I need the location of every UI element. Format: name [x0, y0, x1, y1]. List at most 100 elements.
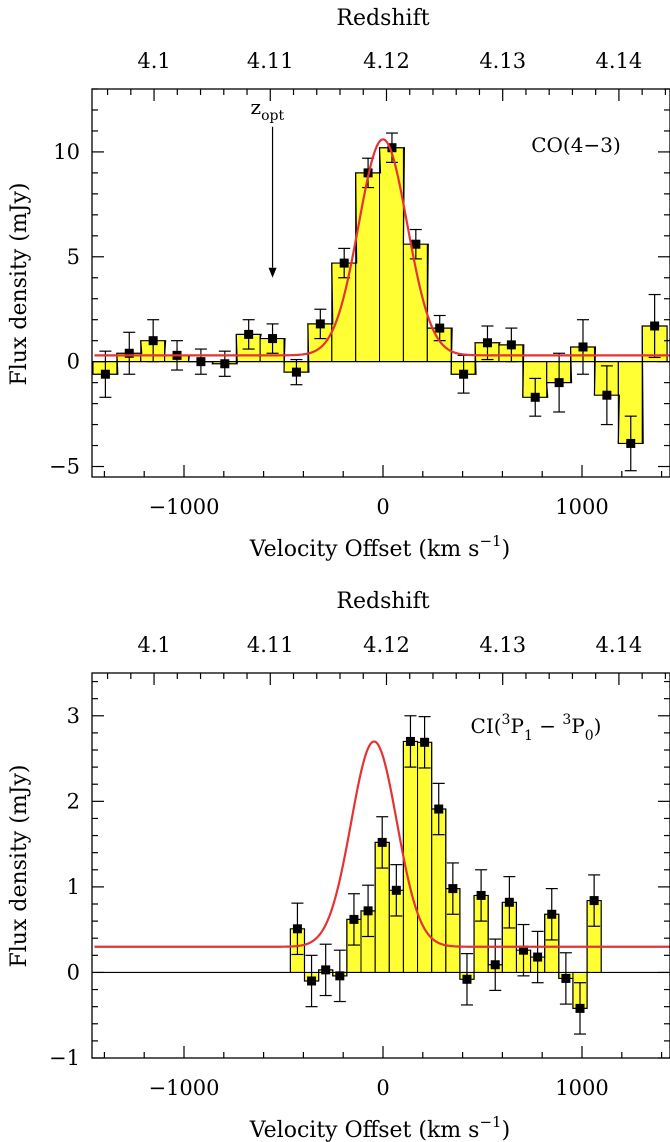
y-tick-label: 10 [53, 140, 80, 164]
x-tick-label: −1000 [148, 1076, 219, 1100]
data-point [244, 329, 254, 339]
data-point [411, 239, 421, 249]
bar [389, 890, 404, 973]
data-point [148, 336, 158, 346]
y-tick-label: 2 [67, 789, 80, 813]
top-tick-label: 4.14 [596, 633, 643, 657]
data-point [506, 340, 516, 350]
top-tick-label: 4.14 [596, 49, 643, 73]
y-tick-label: 3 [67, 704, 80, 728]
top-tick-label: 4.1 [137, 49, 170, 73]
bars [290, 741, 602, 1009]
z-opt-label: zopt [251, 95, 285, 124]
data-point [315, 319, 325, 329]
data-point [124, 348, 134, 358]
bar [417, 742, 432, 973]
y-tick-label: 5 [67, 245, 80, 269]
top-tick-label: 4.13 [479, 633, 526, 657]
data-point [387, 143, 397, 153]
data-point [339, 258, 349, 268]
data-point [349, 914, 359, 924]
data-point [307, 976, 317, 986]
top-axis-title: Redshift [336, 589, 429, 614]
y-tick-label: 0 [67, 350, 80, 374]
bar [346, 919, 362, 973]
y-tick-label: −1 [49, 1046, 80, 1070]
data-point [490, 960, 500, 970]
y-tick-label: −5 [49, 455, 80, 479]
bar [331, 263, 357, 362]
data-point [291, 367, 301, 377]
data-point [321, 965, 331, 975]
data-point [533, 952, 543, 962]
data-point [335, 971, 345, 981]
data-point [377, 837, 387, 847]
data-point [196, 357, 206, 367]
data-point [459, 369, 469, 379]
data-point [405, 736, 415, 746]
data-point [268, 334, 278, 344]
co43-panel: Redshift Velocity Offset (km s−1) Flux d… [7, 6, 670, 562]
bar [587, 900, 602, 973]
bars [92, 147, 668, 444]
top-tick-label: 4.12 [363, 49, 410, 73]
x-axis-title: Velocity Offset (km s−1) [249, 532, 510, 562]
data-point [561, 973, 571, 983]
plot-frame [91, 88, 670, 478]
gaussian-fit-line [94, 138, 670, 357]
plot-frame [91, 672, 670, 1059]
data-point [575, 1003, 585, 1013]
panel-label: CO(4−3) [531, 133, 621, 157]
data-point [578, 342, 588, 352]
bar [379, 147, 405, 362]
bar [544, 914, 559, 973]
data-point [391, 885, 401, 895]
data-point [434, 804, 444, 814]
top-tick-label: 4.12 [363, 633, 410, 657]
data-point [476, 890, 486, 900]
x-axis-title: Velocity Offset (km s−1) [249, 1113, 510, 1142]
y-axis-title: Flux density (mJy) [7, 182, 32, 385]
data-point [292, 924, 302, 934]
x-tick-label: 1000 [555, 1076, 608, 1100]
data-point [602, 390, 612, 400]
z-opt-subscript: opt [261, 108, 284, 124]
data-point [448, 884, 458, 894]
data-point [420, 737, 430, 747]
top-tick-label: 4.13 [479, 49, 526, 73]
bar [361, 910, 376, 973]
x-tick-label: −1000 [148, 495, 219, 519]
bar [375, 842, 390, 973]
ci-panel: Redshift Velocity Offset (km s−1) Flux d… [7, 589, 670, 1142]
data-point [530, 392, 540, 402]
data-point [547, 909, 557, 919]
top-axis-title: Redshift [336, 6, 429, 31]
x-tick-label: 0 [376, 495, 389, 519]
x-tick-label: 1000 [555, 495, 608, 519]
top-tick-label: 4.11 [247, 633, 294, 657]
panel-label: CI(3P1 − 3P0) [471, 712, 602, 744]
y-tick-label: 0 [67, 960, 80, 984]
data-point [626, 438, 636, 448]
data-point [482, 338, 492, 348]
bar [431, 809, 446, 973]
bar [403, 741, 418, 973]
data-point [462, 974, 472, 984]
data-point [554, 378, 564, 388]
bar [474, 895, 489, 973]
data-point [650, 321, 660, 331]
y-tick-label: 1 [67, 875, 80, 899]
data-point [589, 896, 599, 906]
x-tick-label: 0 [376, 1076, 389, 1100]
bar [445, 888, 460, 973]
data-point [220, 359, 230, 369]
bar [355, 172, 381, 362]
data-point [504, 897, 514, 907]
z-opt-arrowhead [268, 267, 277, 278]
y-axis-title: Flux density (mJy) [7, 764, 32, 967]
data-point [435, 323, 445, 333]
data-point [363, 906, 373, 916]
top-tick-label: 4.11 [247, 49, 294, 73]
data-point [518, 945, 528, 955]
